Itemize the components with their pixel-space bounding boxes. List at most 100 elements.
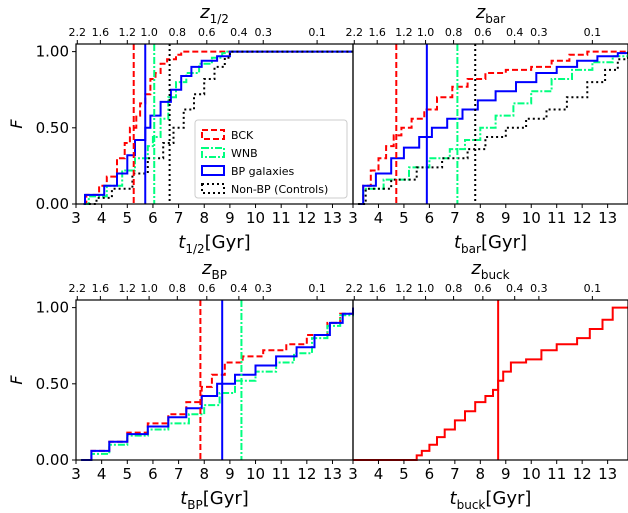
- top-tick-label: 0.4: [506, 26, 524, 39]
- top-tick-label: 0.6: [198, 26, 216, 39]
- x-tick-label: 5: [123, 465, 133, 483]
- x-tick-label: 6: [148, 465, 158, 483]
- top-tick-label: 1.0: [417, 282, 435, 295]
- x-tick-label: 4: [374, 465, 384, 483]
- x-axis-label-unit: [Gyr]: [205, 232, 251, 253]
- axes-frame: [353, 300, 628, 460]
- x-tick-label: 11: [547, 465, 566, 483]
- y-tick-label: 0.50: [36, 119, 69, 137]
- y-tick-label: 1.00: [36, 43, 69, 61]
- top-axis-label-main: z: [199, 2, 210, 23]
- top-tick-label: 1.0: [417, 26, 435, 39]
- x-tick-label: 8: [476, 465, 486, 483]
- x-axis-label: t1/2[Gyr]: [178, 232, 250, 256]
- top-axis-label-main: z: [475, 2, 486, 23]
- top-tick-label: 1.6: [368, 282, 386, 295]
- x-tick-label: 13: [323, 465, 342, 483]
- y-tick-label: 0.00: [36, 451, 69, 469]
- x-axis-label-unit: [Gyr]: [485, 488, 531, 509]
- top-tick-label: 0.8: [169, 26, 187, 39]
- x-tick-label: 9: [501, 209, 511, 227]
- top-axis-label-sub: bar: [485, 12, 505, 26]
- x-tick-label: 9: [501, 465, 511, 483]
- x-tick-label: 9: [225, 209, 235, 227]
- x-axis-label: tbuck[Gyr]: [450, 488, 532, 512]
- x-tick-label: 3: [348, 465, 358, 483]
- x-tick-label: 11: [272, 465, 291, 483]
- x-tick-label: 6: [425, 209, 435, 227]
- x-tick-label: 10: [246, 465, 265, 483]
- top-tick-label: 0.3: [254, 26, 272, 39]
- x-tick-label: 12: [297, 465, 316, 483]
- top-tick-label: 1.2: [395, 26, 413, 39]
- top-tick-label: 2.2: [346, 26, 364, 39]
- top-axis-label: zbuck: [470, 258, 509, 282]
- x-tick-label: 7: [450, 209, 460, 227]
- y-axis-label: F: [7, 119, 26, 129]
- top-tick-label: 0.8: [445, 282, 463, 295]
- x-tick-label: 5: [123, 209, 133, 227]
- x-axis-label-unit: [Gyr]: [481, 232, 527, 253]
- top-tick-label: 1.0: [140, 282, 158, 295]
- top-axis-label-main: z: [201, 258, 212, 279]
- legend-label: BCK: [231, 129, 254, 142]
- x-axis-label-sub: bar: [461, 242, 481, 256]
- axes-frame: [76, 300, 353, 460]
- top-tick-label: 0.4: [230, 282, 248, 295]
- x-tick-label: 12: [573, 465, 592, 483]
- top-tick-label: 0.6: [474, 26, 492, 39]
- x-tick-label: 11: [272, 209, 291, 227]
- x-tick-label: 11: [547, 209, 566, 227]
- top-axis-label-sub: buck: [481, 268, 510, 282]
- x-axis-label-sub: BP: [187, 498, 202, 512]
- cdf-line-bck: [353, 308, 628, 460]
- x-tick-label: 7: [174, 465, 184, 483]
- legend: BCKWNBBP galaxiesNon-BP (Controls): [195, 120, 347, 198]
- top-tick-label: 0.3: [530, 282, 548, 295]
- top-axis-label: zbar: [475, 2, 505, 26]
- top-axis-label-sub: BP: [211, 268, 226, 282]
- x-tick-label: 13: [598, 465, 617, 483]
- top-axis-label: zBP: [201, 258, 227, 282]
- x-tick-label: 10: [522, 465, 541, 483]
- x-tick-label: 13: [598, 209, 617, 227]
- top-tick-label: 1.0: [140, 26, 158, 39]
- top-axis-label-sub: 1/2: [210, 12, 229, 26]
- x-tick-label: 4: [97, 209, 107, 227]
- y-axis-label: F: [7, 375, 26, 385]
- top-axis-label-main: z: [470, 258, 481, 279]
- x-tick-label: 12: [297, 209, 316, 227]
- x-axis-label-unit: [Gyr]: [203, 488, 249, 509]
- x-tick-label: 5: [399, 465, 409, 483]
- y-tick-label: 0.50: [36, 375, 69, 393]
- cdf-line-bp: [81, 308, 353, 460]
- x-tick-label: 4: [97, 465, 107, 483]
- top-tick-label: 2.2: [69, 282, 87, 295]
- top-tick-label: 0.4: [506, 282, 524, 295]
- y-tick-label: 0.00: [36, 195, 69, 213]
- top-tick-label: 2.2: [346, 282, 364, 295]
- x-axis-label-sub: 1/2: [185, 242, 204, 256]
- x-tick-label: 7: [174, 209, 184, 227]
- top-tick-label: 0.1: [584, 282, 602, 295]
- top-tick-label: 1.2: [119, 26, 137, 39]
- x-tick-label: 7: [450, 465, 460, 483]
- top-tick-label: 0.4: [230, 26, 248, 39]
- top-tick-label: 0.6: [474, 282, 492, 295]
- top-tick-label: 1.2: [119, 282, 137, 295]
- x-tick-label: 10: [246, 209, 265, 227]
- x-tick-label: 4: [374, 209, 384, 227]
- y-tick-label: 1.00: [36, 299, 69, 317]
- x-axis-label-sub: buck: [457, 498, 486, 512]
- x-axis-label: tbar[Gyr]: [454, 232, 527, 256]
- x-tick-label: 3: [71, 209, 81, 227]
- top-tick-label: 1.6: [92, 282, 110, 295]
- x-tick-label: 3: [71, 465, 81, 483]
- x-tick-label: 6: [148, 209, 158, 227]
- top-tick-label: 1.2: [395, 282, 413, 295]
- top-tick-label: 2.2: [69, 26, 87, 39]
- top-tick-label: 0.3: [254, 282, 272, 295]
- top-tick-label: 0.8: [169, 282, 187, 295]
- cdf-line-wnb: [358, 52, 628, 204]
